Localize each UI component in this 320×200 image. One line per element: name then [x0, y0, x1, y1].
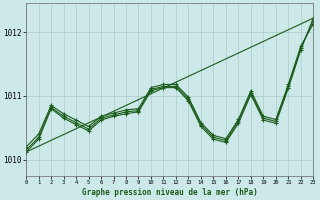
X-axis label: Graphe pression niveau de la mer (hPa): Graphe pression niveau de la mer (hPa) — [82, 188, 258, 197]
